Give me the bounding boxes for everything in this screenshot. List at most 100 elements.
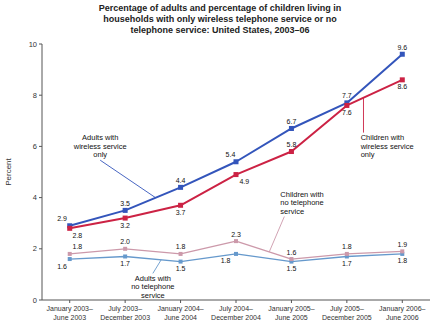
data-label: 2.3 bbox=[231, 231, 241, 238]
point bbox=[123, 247, 127, 251]
leader-line bbox=[363, 98, 364, 133]
data-label: 3.7 bbox=[176, 209, 186, 216]
point bbox=[234, 252, 238, 256]
x-tick bbox=[291, 300, 292, 303]
data-label: 9.6 bbox=[397, 44, 407, 51]
title: Percentage of adults and percentage of c… bbox=[99, 3, 342, 35]
x-tick bbox=[236, 300, 237, 303]
data-label: 5.4 bbox=[226, 151, 236, 158]
series-line bbox=[70, 80, 403, 228]
point bbox=[68, 252, 72, 256]
point bbox=[179, 260, 183, 264]
point bbox=[289, 126, 294, 131]
point bbox=[400, 77, 405, 82]
data-label: 1.8 bbox=[221, 257, 231, 264]
point bbox=[178, 203, 183, 208]
data-label: 1.7 bbox=[120, 260, 130, 267]
point bbox=[123, 254, 127, 258]
x-tick-label: July 2003–December 2003 bbox=[100, 305, 150, 321]
point bbox=[179, 252, 183, 256]
data-label: 3.5 bbox=[120, 200, 130, 207]
data-label: 4.9 bbox=[239, 178, 249, 185]
y-axis-label: Percent bbox=[4, 157, 13, 185]
text-line: June 2005 bbox=[275, 314, 308, 321]
x-tick bbox=[346, 300, 347, 303]
y-tick bbox=[39, 95, 42, 96]
point bbox=[344, 103, 349, 108]
point bbox=[289, 149, 294, 154]
y-tick bbox=[39, 146, 42, 147]
plot-area bbox=[67, 52, 405, 264]
x-tick-label: January 2004–June 2004 bbox=[157, 305, 203, 321]
leader-line bbox=[100, 160, 155, 198]
data-label: 5.8 bbox=[287, 141, 297, 148]
y-tick-label: 2 bbox=[33, 244, 37, 253]
labels: 2.93.54.45.46.77.79.6Adults withwireless… bbox=[57, 44, 413, 300]
text-line: only bbox=[93, 150, 107, 159]
text-line: December 2003 bbox=[100, 314, 150, 321]
series bbox=[67, 77, 405, 230]
x-tick-label: January 2005–June 2005 bbox=[268, 305, 314, 321]
text-line: July 2005– bbox=[330, 305, 364, 313]
y-tick-label: 4 bbox=[33, 193, 37, 202]
text-line: December 2004 bbox=[211, 314, 261, 321]
y-tick bbox=[39, 248, 42, 249]
data-label: 1.8 bbox=[342, 243, 352, 250]
point bbox=[234, 172, 239, 177]
data-label: 2.9 bbox=[57, 215, 67, 222]
data-label: 8.6 bbox=[397, 83, 407, 90]
point bbox=[67, 226, 72, 231]
point bbox=[234, 159, 239, 164]
point bbox=[400, 52, 405, 57]
y-tick-label: 6 bbox=[33, 142, 37, 151]
series-label: Children withno telephoneservice bbox=[280, 190, 323, 216]
text-line: July 2004– bbox=[219, 305, 253, 313]
series-label: Adults withwireless serviceonly bbox=[73, 133, 127, 159]
text-line: January 2003– bbox=[47, 305, 93, 313]
axes: 0246810January 2003–June 2003July 2003–D… bbox=[29, 40, 430, 321]
data-label: 2.8 bbox=[72, 232, 82, 239]
x-tick bbox=[402, 300, 403, 303]
data-label: 3.2 bbox=[120, 222, 130, 229]
data-label: 1.5 bbox=[176, 265, 186, 272]
series-label: Children withwireless serviceonly bbox=[360, 133, 414, 159]
y-tick bbox=[39, 197, 42, 198]
text-line: January 2004– bbox=[157, 305, 203, 313]
x-tick-label: July 2005–December 2005 bbox=[322, 305, 372, 321]
data-label: 1.8 bbox=[397, 257, 407, 264]
point bbox=[123, 208, 128, 213]
point bbox=[234, 239, 238, 243]
data-label: 1.6 bbox=[57, 263, 67, 270]
text-line: service bbox=[280, 207, 304, 216]
point bbox=[400, 249, 404, 253]
text-line: service bbox=[141, 291, 165, 300]
data-label: 1.8 bbox=[176, 243, 186, 250]
x-tick-label: January 2006–June 2006 bbox=[379, 305, 425, 321]
data-label: 7.6 bbox=[342, 109, 352, 116]
leader-line bbox=[269, 217, 284, 252]
text-line: telephone service: United States, 2003–0… bbox=[130, 25, 309, 35]
data-label: 6.7 bbox=[287, 118, 297, 125]
y-tick bbox=[39, 300, 42, 301]
text-line: households with only wireless telephone … bbox=[103, 14, 337, 24]
data-label: 1.6 bbox=[287, 249, 297, 256]
series bbox=[67, 52, 405, 229]
text-line: June 2006 bbox=[386, 314, 419, 321]
data-label: 7.7 bbox=[342, 92, 352, 99]
data-label: 1.8 bbox=[72, 243, 82, 250]
data-label: 1.5 bbox=[287, 265, 297, 272]
point bbox=[289, 257, 293, 261]
point bbox=[178, 185, 183, 190]
chart: Percentage of adults and percentage of c… bbox=[0, 0, 440, 329]
point bbox=[123, 216, 128, 221]
point bbox=[345, 252, 349, 256]
x-tick bbox=[180, 300, 181, 303]
x-tick bbox=[69, 300, 70, 303]
text-line: January 2006– bbox=[379, 305, 425, 313]
series-label: Adults withno telephoneservice bbox=[131, 274, 174, 300]
y-tick-label: 8 bbox=[33, 91, 37, 100]
text-line: June 2004 bbox=[164, 314, 197, 321]
x-tick-label: January 2003–June 2003 bbox=[47, 305, 93, 321]
x-tick bbox=[125, 300, 126, 303]
series bbox=[68, 239, 405, 261]
